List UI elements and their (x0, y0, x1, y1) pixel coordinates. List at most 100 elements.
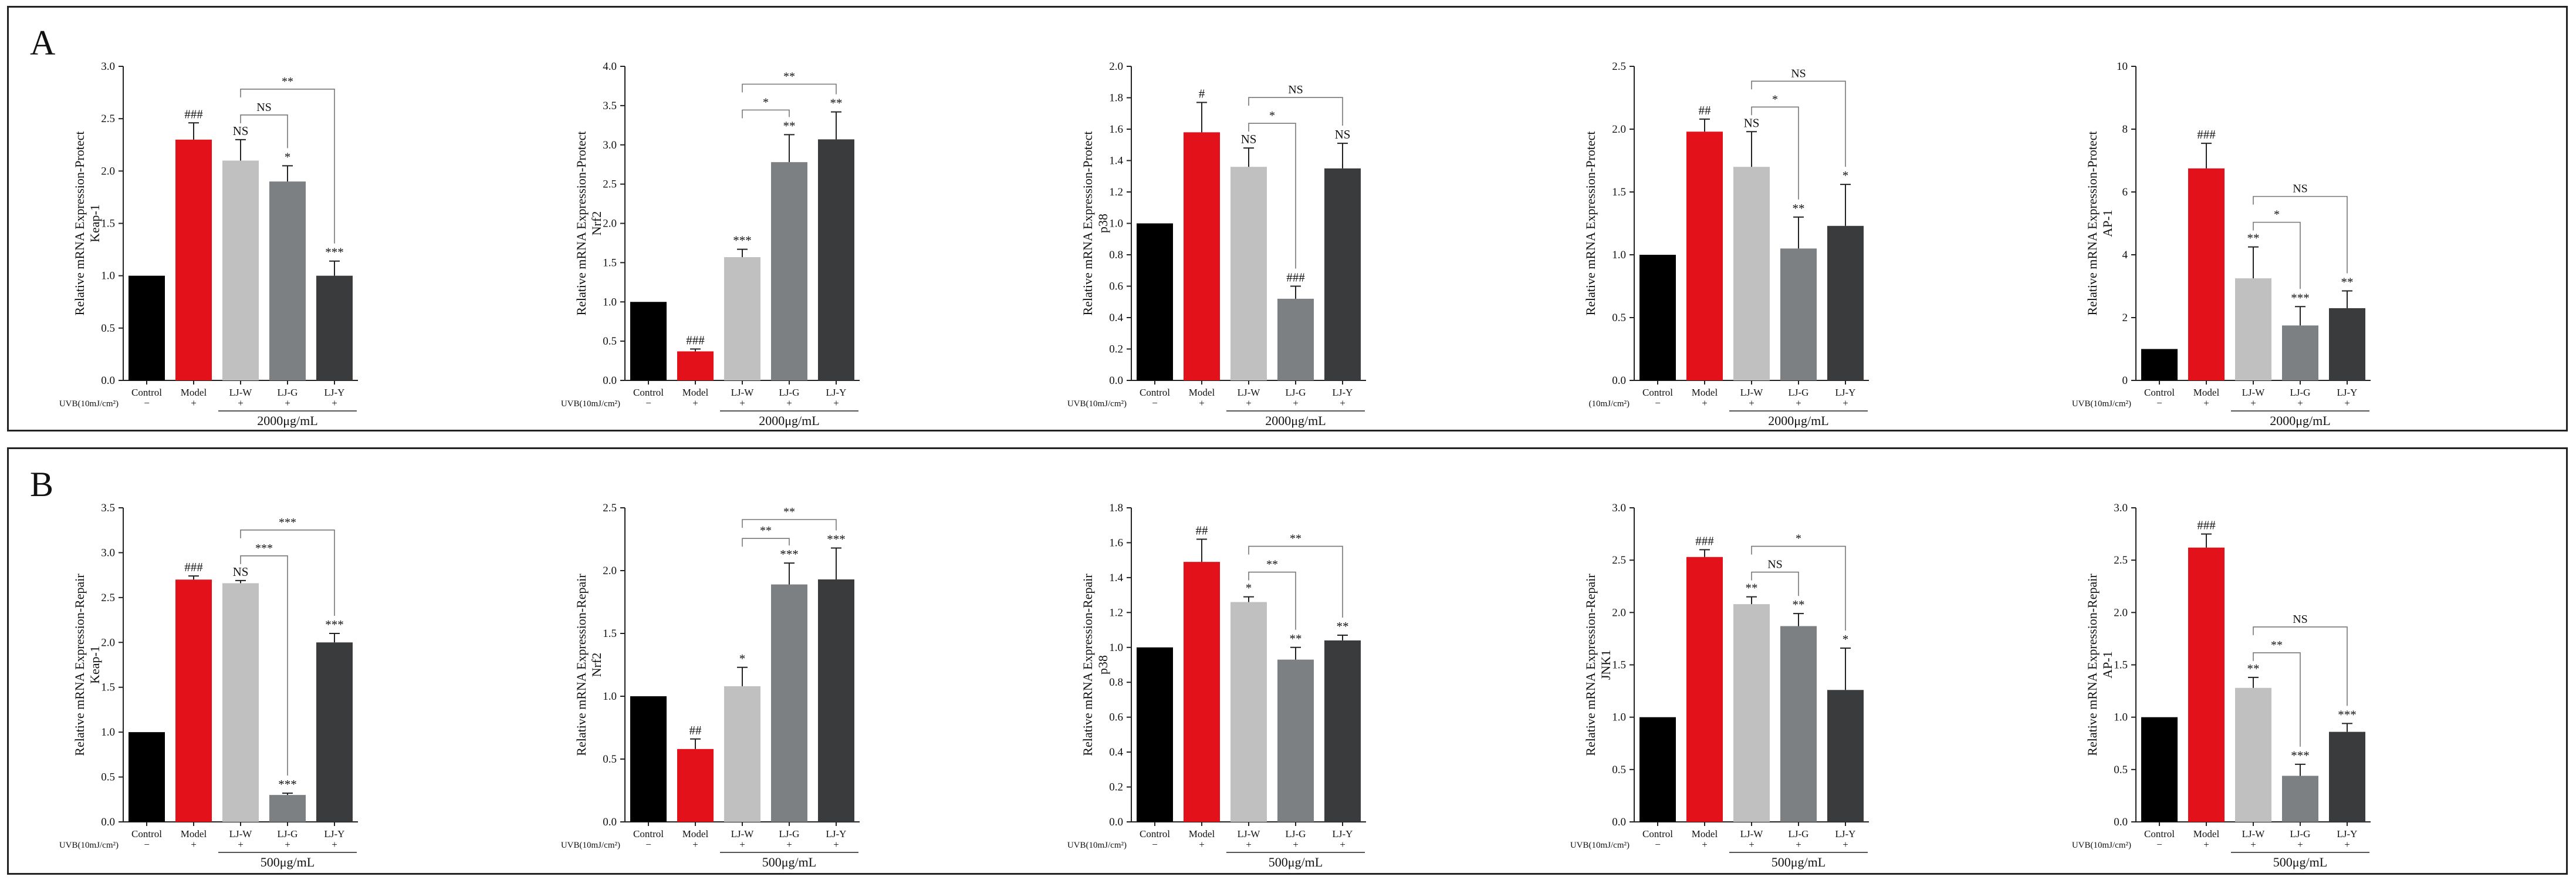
y-axis-label-gene: p38 (1096, 214, 1110, 233)
y-tick-label: 0.0 (101, 816, 115, 828)
significance-label: ** (2247, 662, 2260, 676)
comparison-bracket (240, 555, 288, 776)
x-tick-label: LJ-W (731, 828, 755, 839)
treatment-sign: + (2203, 839, 2209, 850)
x-tick-label: LJ-G (1286, 387, 1306, 398)
x-tick-label: Model (682, 387, 709, 398)
bar-lj-y (1324, 168, 1361, 380)
treatment-label: UVB(10mJ/cm²) (561, 841, 620, 850)
comparison-label: ** (783, 70, 795, 83)
treatment-sign: + (833, 397, 839, 409)
bar-model (1184, 132, 1220, 380)
x-tick-label: Model (1189, 828, 1215, 839)
comparison-label: NS (2293, 183, 2308, 195)
treatment-sign: + (786, 397, 792, 409)
treatment-sign: + (786, 839, 792, 850)
bar-model (1184, 562, 1220, 822)
y-tick-label: 0.6 (1109, 712, 1123, 724)
y-tick-label: 2.5 (603, 178, 617, 191)
bar-lj-y (2329, 731, 2365, 822)
treatment-label: UVB(10mJ/cm²) (1570, 841, 1630, 850)
x-tick-label: LJ-W (2242, 828, 2266, 839)
y-tick-label: 2.0 (603, 218, 617, 230)
treatment-sign: − (2156, 397, 2162, 409)
treatment-sign: − (1152, 397, 1158, 409)
significance-label: ** (1746, 581, 1758, 595)
x-tick-label: LJ-W (229, 387, 253, 398)
bar-lj-y (818, 139, 854, 380)
comparison-bracket (1751, 80, 1846, 167)
dose-label: 2000μg/mL (1768, 413, 1828, 428)
x-tick-label: Model (2193, 828, 2220, 839)
treatment-sign: + (1340, 839, 1346, 850)
y-tick-label: 2.5 (101, 113, 115, 125)
treatment-sign: + (692, 397, 698, 409)
y-tick-label: 2.0 (1109, 60, 1123, 73)
bar-lj-w (724, 257, 760, 380)
x-tick-label: LJ-G (2290, 387, 2311, 398)
comparison-bracket (742, 109, 790, 119)
y-tick-label: 1.0 (1612, 712, 1626, 724)
treatment-sign: + (332, 839, 337, 850)
y-axis-label: Relative mRNA Expression-Protect (2085, 131, 2100, 315)
bar-chart: 0.0 0.5 1.0 1.5 2.0 2.5 3.0 3.5 4.0 Relative mRNA… (561, 60, 860, 428)
y-tick-label: 2.0 (1612, 123, 1626, 136)
y-tick-label: 1.5 (101, 218, 115, 230)
x-tick-label: LJ-G (1789, 828, 1809, 839)
x-tick-label: Control (2144, 828, 2175, 839)
treatment-sign: + (2250, 839, 2256, 850)
x-tick-label: LJ-Y (826, 828, 847, 839)
significance-label: ** (1337, 619, 1349, 633)
y-tick-label: 2.0 (603, 565, 617, 577)
treatment-sign: − (1655, 397, 1661, 409)
significance-label: *** (2338, 707, 2357, 721)
panel-a: A 0.0 0.5 1.0 1.5 2.0 2.5 3.0 Relative mRNA Exp… (7, 6, 2568, 431)
bar-lj-g (269, 181, 306, 380)
x-tick-label: LJ-G (2290, 828, 2311, 839)
bar-control (2141, 349, 2178, 380)
y-tick-label: 0.0 (1612, 375, 1626, 387)
bar-lj-w (2235, 278, 2271, 380)
x-tick-label: LJ-Y (324, 828, 345, 839)
bar-chart: 0.0 0.5 1.0 1.5 2.0 2.5 3.0 3.5 Relative mRNA Ex… (59, 502, 358, 869)
comparison-bracket (2253, 221, 2301, 289)
treatment-sign: + (238, 839, 244, 850)
y-axis-label-gene: Keap-1 (87, 646, 102, 684)
y-tick-label: 1.5 (603, 628, 617, 640)
bar-model (677, 748, 714, 822)
bar-control (1137, 647, 1173, 822)
y-axis-label-gene: AP-1 (2100, 210, 2115, 237)
comparison-bracket (742, 538, 790, 547)
bar-control (129, 275, 165, 380)
x-tick-label: LJ-Y (324, 387, 345, 398)
significance-label: NS (1744, 116, 1760, 130)
y-tick-label: 3.0 (1612, 502, 1626, 514)
y-tick-label: 1.8 (1109, 502, 1123, 514)
y-tick-label: 1.2 (1109, 186, 1123, 198)
y-tick-label: 2.5 (1612, 554, 1626, 567)
y-tick-label: 0.0 (603, 816, 617, 828)
treatment-label: UVB(10mJ/cm²) (2072, 841, 2131, 850)
y-axis-label: Relative mRNA Expression-Protect (1080, 131, 1095, 315)
y-axis-label-gene: Nrf2 (589, 211, 604, 236)
y-tick-label: 0.5 (2114, 764, 2128, 776)
y-axis-label: Relative mRNA Expression-Repair (1080, 574, 1095, 756)
treatment-sign: − (2156, 839, 2162, 850)
x-tick-label: LJ-G (1286, 828, 1306, 839)
bar-lj-g (269, 795, 306, 822)
x-tick-label: Model (1692, 387, 1718, 398)
significance-label: ## (689, 723, 702, 737)
treatment-sign: − (144, 839, 150, 850)
significance-label: NS (1335, 127, 1351, 141)
comparison-bracket (2253, 195, 2348, 274)
y-tick-label: 1.0 (603, 296, 617, 308)
y-tick-label: 0.6 (1109, 281, 1123, 293)
x-tick-label: LJ-W (731, 387, 755, 398)
y-tick-label: 0.5 (1612, 312, 1626, 324)
significance-label: NS (1241, 132, 1257, 146)
dose-label: 500μg/mL (2273, 855, 2327, 869)
treatment-sign: + (2344, 397, 2350, 409)
treatment-sign: − (645, 839, 651, 850)
significance-label: ** (1290, 632, 1302, 646)
